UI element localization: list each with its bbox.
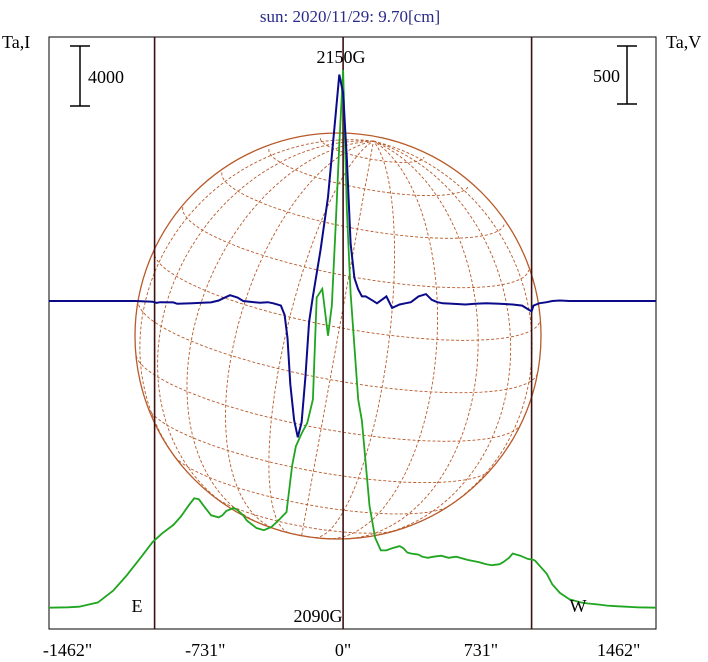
disk-longitude-line (186, 140, 374, 524)
intensity-series-line (48, 69, 657, 609)
disk-longitude-line (301, 141, 374, 536)
left-scale-value: 4000 (88, 67, 124, 87)
disk-longitude-line (346, 140, 479, 540)
left-scale-bar (70, 45, 90, 107)
disk-latitude-line (174, 456, 449, 515)
disk-longitude-line (157, 140, 374, 506)
right-scale-value: 500 (593, 66, 620, 86)
x-axis-ticks: -1462" -731" 0" 731" 1462" (43, 640, 641, 660)
disk-latitude-line (135, 355, 521, 442)
disk-latitude-line (153, 250, 541, 341)
east-limb-label: E (132, 596, 143, 616)
disk-latitude-line (148, 408, 491, 484)
plot-frame (48, 36, 657, 630)
left-axis-label: Ta,I (2, 32, 30, 52)
west-limb-label: W (570, 596, 587, 616)
disk-longitude-line (315, 140, 395, 539)
right-scale-bar (617, 45, 637, 105)
solar-disk (134, 132, 542, 540)
polarization-series-line (49, 74, 656, 438)
right-axis-label: Ta,V (666, 32, 701, 52)
peak-annotation: 2150G (317, 47, 366, 67)
x-tick-label: -1462" (43, 640, 92, 660)
x-tick-label: 731" (464, 640, 498, 660)
x-tick-label: 1462" (597, 640, 640, 660)
disk-latitude-line (268, 148, 470, 197)
limb-lines (153, 37, 533, 629)
dip-annotation: 2090G (294, 606, 343, 626)
disk-longitude-line (268, 140, 374, 534)
disk-latitude-line (221, 172, 505, 239)
x-tick-label: -731" (185, 640, 225, 660)
disk-longitude-line (373, 140, 512, 535)
disk-longitude-line (327, 140, 438, 540)
x-tick-label: 0" (335, 640, 351, 660)
chart-title: sun: 2020/11/29: 9.70[cm] (260, 7, 440, 26)
disk-longitude-line (139, 139, 374, 466)
disk-limb (134, 132, 542, 540)
disk-latitude-line (182, 207, 530, 289)
disk-longitude-line (225, 140, 374, 530)
